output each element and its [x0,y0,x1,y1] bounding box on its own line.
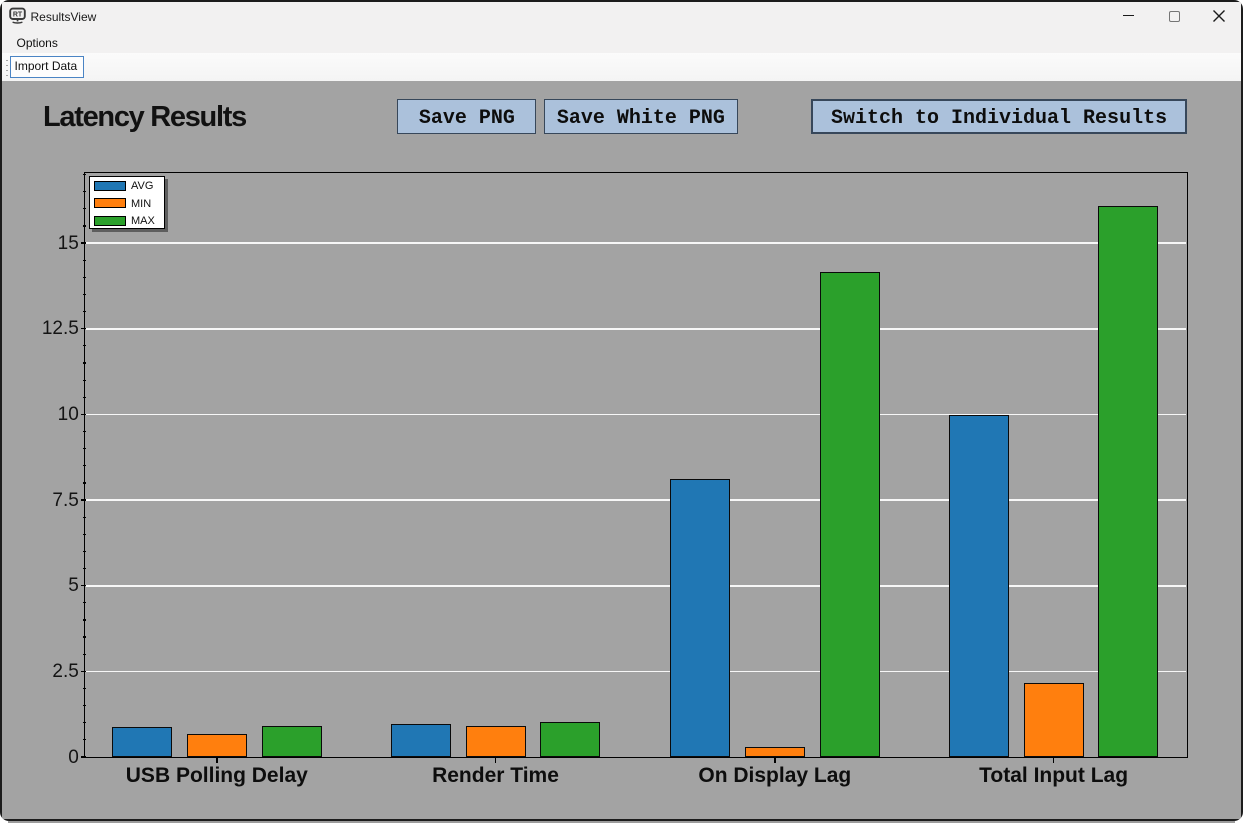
svg-text:RT: RT [13,12,23,19]
